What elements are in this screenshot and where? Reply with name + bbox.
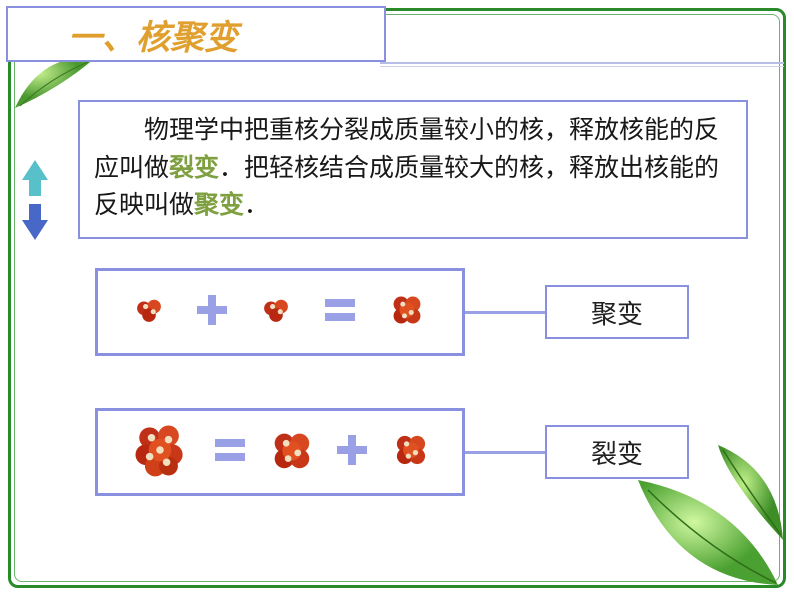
nucleus-small-icon [259,293,293,332]
desc-text-3: ． [244,192,269,219]
nucleus-medium-icon [386,289,428,336]
connector-line [465,451,545,454]
desc-highlight-fusion: 聚变 [194,192,244,219]
fusion-label-box: 聚变 [545,285,689,339]
equals-icon [215,439,245,466]
slide-title: 一、核聚变 [68,10,238,59]
fusion-label: 聚变 [591,294,643,331]
fusion-row: 聚变 [95,268,689,356]
title-divider [380,62,784,68]
fission-label: 裂变 [591,434,643,471]
fission-row: 裂变 [95,408,689,496]
equals-icon [325,299,355,326]
plus-icon [337,435,367,470]
nucleus-medium-icon [267,426,315,479]
description-box: 物理学中把重核分裂成质量较小的核，释放核能的反应叫做裂变．把轻核结合成质量较大的… [78,100,748,239]
desc-highlight-fission: 裂变 [169,155,219,182]
fission-label-box: 裂变 [545,425,689,479]
nucleus-medium-icon [389,428,433,477]
fusion-equation-box [95,268,465,356]
nucleus-small-icon [132,293,166,332]
nucleus-large-icon [127,417,193,488]
title-box: 一、核聚变 [6,6,386,62]
fission-equation-box [95,408,465,496]
connector-line [465,311,545,314]
plus-icon [197,295,227,330]
nav-arrows[interactable] [22,160,48,245]
